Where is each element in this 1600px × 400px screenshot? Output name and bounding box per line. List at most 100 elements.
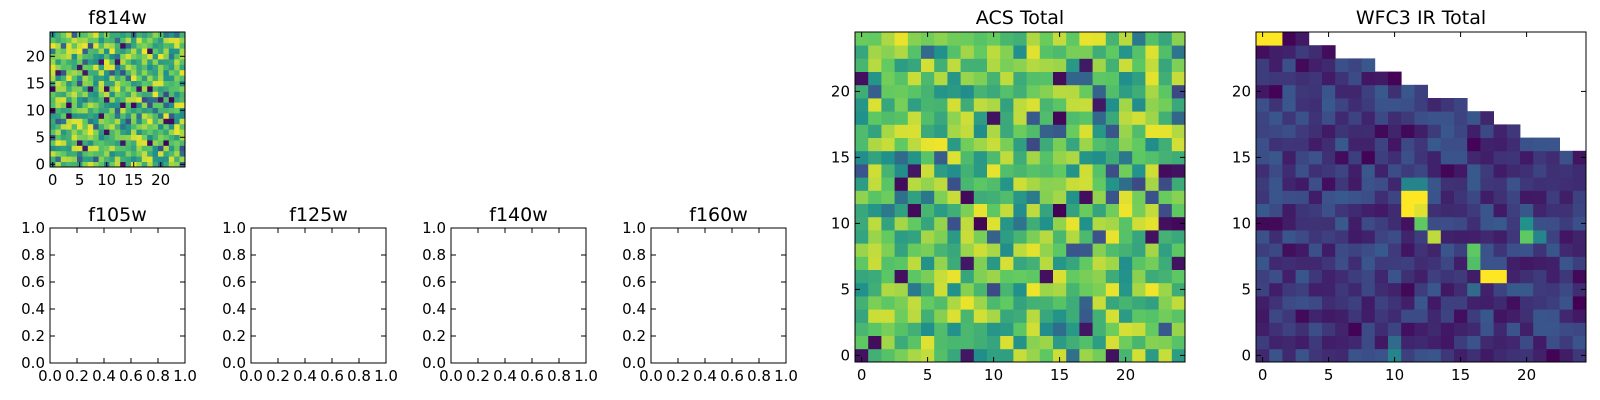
f814w-cell (158, 64, 164, 71)
f160w-xtick-label: 0.2 (666, 367, 690, 385)
f814w-cell (93, 80, 99, 87)
f814w-cell (60, 91, 67, 98)
wfc3-ir-total-cell (1348, 230, 1362, 244)
wfc3-ir-total-cell (1480, 348, 1494, 363)
acs-total-cell (868, 164, 882, 178)
acs-total-cell (1013, 282, 1027, 297)
wfc3-ir-total-ytick-label: 5 (1241, 280, 1251, 298)
wfc3-ir-total-cell (1414, 203, 1428, 218)
f814w-cell (120, 123, 126, 130)
f814w-cell (66, 134, 72, 141)
wfc3-ir-total-cell (1506, 137, 1521, 152)
f814w-cell (55, 48, 62, 54)
wfc3-ir-total-cell (1401, 296, 1415, 310)
f814w-cell (152, 150, 159, 157)
f814w-cell (50, 150, 56, 157)
f814w-cell (147, 145, 153, 152)
f814w-cell (174, 91, 180, 98)
f814w-cell (147, 107, 153, 114)
wfc3-ir-total-cell (1440, 282, 1455, 297)
f814w-cell (55, 80, 62, 87)
f814w-cell (66, 102, 72, 108)
acs-total-cell (1105, 269, 1120, 284)
wfc3-ir-total-cell (1480, 190, 1494, 204)
wfc3-ir-total-cell (1454, 124, 1468, 138)
f814w-cell (109, 102, 116, 108)
acs-total-cell (1039, 243, 1054, 257)
wfc3-ir-total-cell (1546, 177, 1560, 191)
acs-total-cell (1171, 256, 1186, 270)
f814w-cell (147, 75, 153, 81)
f814w-cell (141, 64, 148, 71)
acs-total-cell (1079, 71, 1093, 86)
wfc3-ir-total-cell (1269, 282, 1283, 297)
wfc3-ir-total-cell (1269, 230, 1283, 244)
acs-total-cell (868, 230, 882, 244)
acs-total-cell (934, 84, 948, 99)
f814w-cell (98, 64, 105, 71)
f814w-cell (82, 37, 89, 44)
f814w-cell (174, 134, 180, 141)
f814w-cell (50, 64, 56, 71)
wfc3-ir-total-cell (1440, 216, 1455, 231)
f814w-xtick-label: 15 (124, 171, 143, 189)
acs-total-cell (855, 137, 869, 152)
wfc3-ir-total-cell (1454, 322, 1468, 336)
acs-total-cell (1000, 164, 1014, 178)
f814w-cell (174, 48, 180, 54)
wfc3-ir-total-cell (1308, 137, 1323, 152)
acs-total-cell (960, 243, 975, 257)
f814w-cell (98, 129, 105, 135)
wfc3-ir-total-cell (1308, 84, 1323, 99)
f814w-cell (120, 91, 126, 98)
acs-total-cell (868, 32, 882, 46)
f814w-cell (158, 96, 164, 103)
f814w-cell (114, 134, 121, 141)
wfc3-ir-total-cell (1308, 71, 1323, 86)
acs-total-cell (1013, 150, 1027, 165)
acs-total-cell (1158, 164, 1173, 178)
acs-total-cell (1026, 98, 1041, 112)
acs-total-cell (1013, 348, 1027, 363)
f814w-cell (55, 64, 62, 71)
acs-total-cell (1039, 348, 1054, 363)
f814w-cell (87, 91, 94, 98)
f814w-cell (60, 75, 67, 81)
wfc3-ir-total-cell (1335, 164, 1349, 178)
wfc3-ir-total-cell (1414, 190, 1428, 204)
f125w-ytick-label: 0.4 (222, 300, 246, 318)
f814w-cell (98, 75, 105, 81)
wfc3-ir-total-cell (1348, 296, 1362, 310)
f814w-cell (104, 91, 110, 98)
acs-total-cell (1171, 137, 1186, 152)
f814w-cell (125, 102, 132, 108)
acs-total-cell (868, 309, 882, 323)
wfc3-ir-total-cell (1546, 269, 1560, 284)
acs-total-cell (1092, 322, 1107, 336)
f814w-cell (158, 145, 164, 152)
acs-total-cell (881, 84, 895, 99)
wfc3-ir-total-cell (1269, 190, 1283, 204)
acs-total-cell (921, 216, 935, 231)
wfc3-ir-total-cell (1388, 111, 1402, 125)
f814w-cell (158, 75, 164, 81)
acs-total-cell (868, 177, 882, 191)
acs-total-cell (1026, 137, 1041, 152)
wfc3-ir-total-cell (1361, 269, 1376, 284)
f814w-cell (114, 42, 121, 49)
f814w-cell (136, 69, 143, 76)
f814w-cell (131, 118, 137, 125)
acs-total-cell (1000, 309, 1014, 323)
wfc3-ir-total-cell (1506, 164, 1521, 178)
acs-total-cell (894, 335, 909, 350)
wfc3-ir-total-cell (1454, 164, 1468, 178)
acs-total-cell (894, 71, 909, 86)
f814w-cell (104, 86, 110, 92)
acs-total-cell (907, 150, 922, 165)
acs-total-cell (1039, 164, 1054, 178)
f814w-xtick-label: 5 (75, 171, 85, 189)
f814w-cell (158, 129, 164, 135)
wfc3-ir-total-cell (1440, 335, 1455, 350)
wfc3-ir-total-cell (1480, 282, 1494, 297)
f814w-cell (104, 150, 110, 157)
